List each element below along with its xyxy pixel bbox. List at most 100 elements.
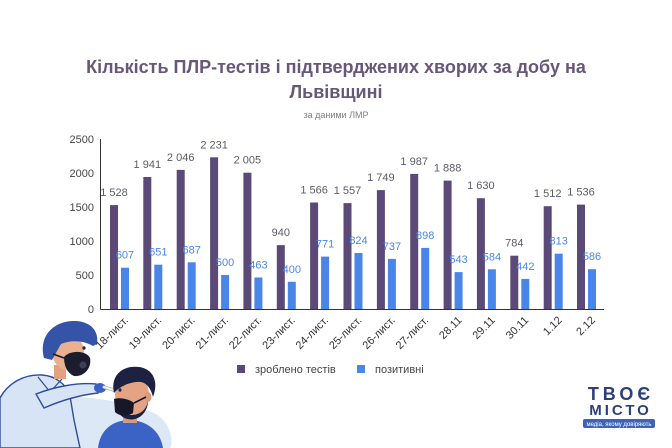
data-label-tests: 1 557 [334, 185, 362, 197]
data-label-tests: 1 630 [467, 180, 495, 192]
data-label-positive: 687 [183, 244, 201, 256]
bar-positive [487, 269, 496, 309]
x-tick-label: 19-лист. [127, 314, 164, 351]
doctor-glove [94, 383, 106, 393]
x-tick-label: 24-лист. [294, 314, 331, 351]
bar-positive [154, 264, 163, 309]
data-label-positive: 543 [449, 254, 467, 266]
logo-line-1: ТВОЄ [588, 384, 654, 404]
bar-tests [210, 157, 219, 309]
bar-tests [510, 255, 519, 309]
bar-positive [121, 267, 129, 309]
illustration [0, 320, 172, 448]
y-tick-label: 0 [88, 304, 94, 316]
y-tick-label: 500 [76, 270, 94, 282]
bar-tests [243, 172, 252, 309]
data-label-positive: 607 [116, 250, 134, 262]
x-axis-ticks: 18-лист.19-лист.20-лист.21-лист.22-лист.… [94, 314, 598, 351]
data-label-tests: 1 566 [300, 185, 328, 197]
logo: ТВОЄ МІСТО медіа, якому довіряють [583, 384, 655, 428]
doctor-arm [34, 382, 99, 409]
axes [100, 139, 604, 310]
bar-tests [343, 203, 352, 309]
bars-positive [121, 247, 596, 309]
bar-positive [421, 247, 430, 309]
data-labels-positive: 607 651 687 500 463 400 771 824 737 898 543 584 442 8… [116, 230, 601, 276]
legend-item-tests: зроблено тестів [237, 364, 336, 376]
doctor-mask-valve [79, 361, 87, 369]
doctor-mask-strap [52, 353, 65, 359]
data-label-tests: 2 005 [234, 155, 262, 167]
x-tick-label: 30.11 [504, 314, 531, 341]
bar-positive [354, 253, 363, 309]
patient-mask-strap [133, 396, 147, 404]
bar-tests [176, 169, 185, 309]
bar-tests [476, 198, 485, 309]
data-label-positive: 584 [483, 251, 501, 263]
data-label-positive: 400 [283, 264, 301, 276]
bar-positive [554, 253, 563, 309]
legend-item-positive: позитивні [357, 364, 424, 376]
data-label-tests: 1 512 [534, 188, 562, 200]
bar-tests [310, 202, 319, 309]
patient-shirt [98, 420, 163, 448]
x-tick-label: 27-лист. [394, 314, 431, 351]
bar-positive [321, 256, 330, 309]
legend-label-tests: зроблено тестів [255, 364, 336, 376]
data-label-tests: 784 [505, 238, 523, 250]
data-label-positive: 898 [416, 230, 434, 242]
y-tick-label: 2000 [70, 168, 94, 180]
y-axis-ticks: 0 500 1000 1500 2000 2500 [70, 134, 94, 316]
data-label-positive: 586 [583, 251, 601, 263]
data-label-tests: 940 [272, 227, 290, 239]
bars-tests [110, 157, 585, 309]
data-label-tests: 1 941 [134, 159, 162, 171]
legend-swatch-positive [357, 365, 365, 373]
bar-tests [110, 205, 118, 309]
bar-positive [187, 262, 196, 309]
data-label-tests: 1 987 [400, 156, 428, 168]
x-tick-label: 18-лист. [94, 314, 131, 351]
data-label-tests: 1 528 [100, 187, 128, 199]
patient-hair [113, 366, 156, 397]
x-tick-label: 28.11 [437, 314, 464, 341]
bar-positive [588, 269, 596, 309]
x-tick-label: 23-лист. [260, 314, 297, 351]
data-label-positive: 771 [316, 239, 334, 251]
doctor-cap [42, 320, 98, 360]
logo-tagline-bar [583, 419, 655, 428]
bar-positive [287, 281, 296, 309]
patient-eyebrow [115, 384, 125, 387]
x-tick-label: 22-лист. [227, 314, 264, 351]
y-tick-label: 1500 [70, 202, 94, 214]
patient-eye [118, 388, 122, 392]
plot-area: 0 500 1000 1500 2000 2500 1 528 1 941 2 046 2 231… [70, 134, 604, 376]
x-tick-label: 26-лист. [360, 314, 397, 351]
doctor-eye [82, 346, 86, 350]
bar-tests [543, 206, 552, 309]
x-tick-label: 2.12 [574, 314, 598, 338]
data-label-tests: 1 536 [567, 187, 595, 199]
bar-tests [143, 177, 152, 309]
patient-mask [114, 398, 134, 416]
bar-tests [577, 204, 585, 309]
data-label-positive: 737 [383, 241, 401, 253]
legend: зроблено тестів позитивні [237, 364, 424, 376]
legend-label-positive: позитивні [375, 364, 424, 376]
data-label-tests: 2 231 [200, 139, 228, 151]
data-label-positive: 442 [516, 261, 534, 273]
bar-positive [454, 272, 463, 309]
patient-figure [98, 366, 163, 448]
y-tick-label: 2500 [70, 134, 94, 146]
bar-positive [254, 277, 263, 309]
legend-swatch-tests [237, 365, 245, 373]
x-tick-label: 1.12 [541, 314, 565, 338]
x-tick-label: 20-лист. [160, 314, 197, 351]
data-label-tests: 2 046 [167, 152, 195, 164]
data-labels-tests: 1 528 1 941 2 046 2 231 2 005 940 1 566 1 557 1 … [100, 139, 595, 249]
y-tick-label: 1000 [70, 236, 94, 248]
bar-positive [221, 275, 230, 309]
logo-tagline: медіа, якому довіряють [586, 422, 651, 428]
x-tick-label: 21-лист. [194, 314, 231, 351]
